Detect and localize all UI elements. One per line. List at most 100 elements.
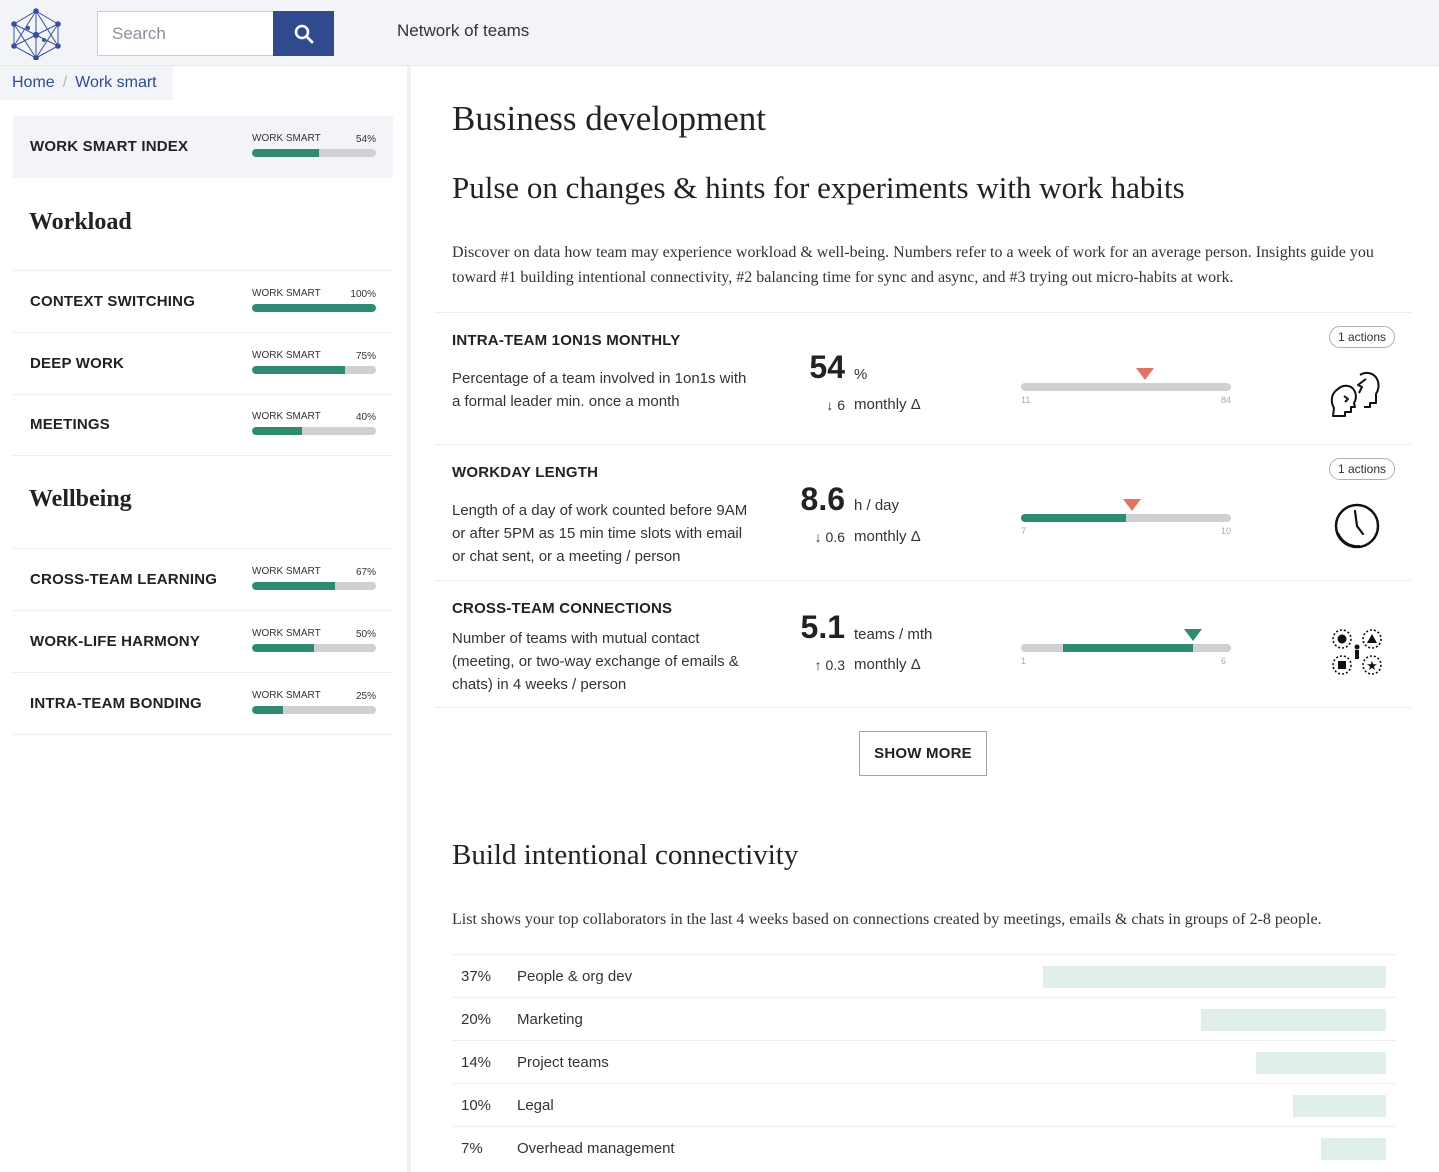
range-max: 84 — [1221, 395, 1232, 405]
work-smart-tag: WORK SMART — [252, 628, 321, 639]
collaborator-name: People & org dev — [517, 968, 633, 985]
card-description: Number of teams with mutual contact (mee… — [452, 630, 739, 693]
sidebar-item-label: WORK-LIFE HARMONY — [30, 633, 201, 650]
breadcrumb: Home / Work smart — [0, 66, 173, 100]
collaborator-row[interactable]: 14% Project teams — [452, 1040, 1396, 1083]
work-smart-percent: 50% — [355, 629, 376, 640]
work-smart-tag: WORK SMART — [252, 690, 321, 701]
work-smart-bar — [252, 644, 376, 652]
range-max: 10 — [1221, 526, 1232, 536]
metric-card-cross-team-connections[interactable]: CROSS-TEAM CONNECTIONS Number of teams w… — [435, 580, 1412, 708]
sidebar-item-label: CROSS-TEAM LEARNING — [30, 571, 218, 588]
collaborator-name: Legal — [517, 1097, 554, 1114]
sidebar-item-label: WORK SMART INDEX — [30, 138, 189, 155]
breadcrumb-current[interactable]: Work smart — [75, 74, 157, 91]
team-connections-icon: ★ — [1332, 629, 1382, 675]
card-delta: ↑ 0.3 — [814, 657, 845, 673]
card-delta: ↓ 6 — [826, 397, 845, 413]
collaborator-name: Marketing — [517, 1011, 583, 1028]
range-track — [1021, 644, 1231, 652]
sidebar-item-deep-work[interactable]: DEEP WORK WORK SMART 75% — [13, 333, 393, 395]
metric-card-workday-length[interactable]: WORKDAY LENGTH 1 actions Length of a day… — [435, 444, 1412, 580]
work-smart-bar-fill — [252, 427, 302, 435]
card-title: WORKDAY LENGTH — [452, 464, 599, 481]
card-delta: ↓ 0.6 — [814, 529, 845, 545]
collaborator-share-bar — [1293, 1095, 1386, 1117]
collaborator-share-bar — [1256, 1052, 1386, 1074]
network-logo-icon[interactable] — [8, 8, 64, 60]
work-smart-percent: 54% — [355, 134, 376, 145]
range-max: 6 — [1221, 656, 1227, 666]
main-content: Business development Pulse on changes & … — [415, 66, 1439, 1172]
sidebar-item-work-life-harmony[interactable]: WORK-LIFE HARMONY WORK SMART 50% — [13, 611, 393, 673]
range-min: 1 — [1021, 656, 1027, 666]
svg-text:★: ★ — [1366, 659, 1378, 674]
sidebar-item-label: DEEP WORK — [30, 355, 125, 372]
collaborator-row[interactable]: 7% Overhead management — [452, 1126, 1396, 1169]
card-description: Percentage of a team involved in 1on1s w… — [452, 370, 747, 410]
work-smart-bar — [252, 582, 376, 590]
pulse-title: Pulse on changes & hints for experiments… — [452, 170, 1185, 205]
work-smart-bar — [252, 366, 376, 374]
work-smart-bar-fill — [252, 706, 283, 714]
sidebar-item-meetings[interactable]: MEETINGS WORK SMART 40% — [13, 394, 393, 456]
actions-badge[interactable]: 1 actions — [1328, 458, 1395, 480]
card-unit: teams / mth — [854, 626, 933, 643]
range-min: 11 — [1021, 395, 1031, 405]
work-smart-bar — [252, 304, 376, 312]
card-delta-label: monthly Δ — [854, 396, 921, 413]
top-bar: Network of teams — [0, 0, 1439, 66]
work-smart-bar-fill — [252, 304, 376, 312]
work-smart-tag: WORK SMART — [252, 566, 321, 577]
card-delta-label: monthly Δ — [854, 528, 921, 545]
range-fill — [1063, 644, 1194, 652]
work-smart-bar-fill — [252, 149, 319, 157]
collaborator-percent: 14% — [461, 1054, 492, 1071]
people-talking-icon — [1330, 371, 1380, 417]
work-smart-tag: WORK SMART — [252, 411, 321, 422]
collaborator-share-bar — [1200, 1009, 1386, 1031]
work-smart-tag: WORK SMART — [252, 288, 321, 299]
search-icon — [294, 24, 313, 43]
collaborator-percent: 10% — [461, 1097, 492, 1114]
metric-card-intra-team-1on1s[interactable]: INTRA-TEAM 1ON1S MONTHLY 1 actions Perce… — [435, 312, 1412, 444]
current-value-marker — [1123, 499, 1142, 511]
network-of-teams-link[interactable]: Network of teams — [397, 21, 530, 40]
card-delta-label: monthly Δ — [854, 656, 921, 673]
show-more-button[interactable]: SHOW MORE — [859, 731, 987, 776]
range-min: 7 — [1021, 526, 1027, 536]
wellbeing-heading: Wellbeing — [29, 486, 132, 512]
clock-icon — [1334, 503, 1380, 549]
breadcrumb-separator: / — [62, 74, 68, 91]
work-smart-percent: 40% — [355, 412, 376, 423]
sidebar: Home / Work smart WORK SMART INDEX WORK … — [0, 66, 411, 1172]
sidebar-item-label: INTRA-TEAM BONDING — [30, 695, 202, 712]
work-smart-percent: 25% — [355, 691, 376, 702]
collaborator-row[interactable]: 10% Legal — [452, 1083, 1396, 1126]
collaborator-percent: 37% — [461, 968, 492, 985]
sidebar-item-cross-team-learning[interactable]: CROSS-TEAM LEARNING WORK SMART 67% — [13, 549, 393, 611]
collaborator-row[interactable]: 37% People & org dev — [452, 954, 1396, 997]
sidebar-item-context-switching[interactable]: CONTEXT SWITCHING WORK SMART 100% — [13, 271, 393, 333]
sidebar-item-work-smart-index[interactable]: WORK SMART INDEX WORK SMART 54% — [13, 116, 393, 178]
card-unit: % — [854, 366, 868, 383]
search-input[interactable] — [97, 11, 273, 56]
collaborator-percent: 20% — [461, 1011, 492, 1028]
card-title: CROSS-TEAM CONNECTIONS — [452, 600, 673, 617]
collaborator-name: Project teams — [517, 1054, 609, 1071]
search-button[interactable] — [273, 11, 334, 56]
page-title: Business development — [452, 99, 766, 138]
work-smart-tag: WORK SMART — [252, 350, 321, 361]
collaborator-row[interactable]: 20% Marketing — [452, 997, 1396, 1040]
actions-badge[interactable]: 1 actions — [1328, 326, 1395, 348]
work-smart-bar-fill — [252, 582, 336, 590]
work-smart-percent: 100% — [350, 289, 376, 300]
breadcrumb-home[interactable]: Home — [12, 74, 55, 91]
connectivity-intro: List shows your top collaborators in the… — [452, 911, 1322, 928]
pulse-intro: Discover on data how team may experience… — [452, 244, 1374, 286]
work-smart-percent: 67% — [355, 567, 376, 578]
card-description: Length of a day of work counted before 9… — [452, 502, 748, 565]
range-track — [1021, 514, 1231, 522]
work-smart-bar — [252, 706, 376, 714]
sidebar-item-intra-team-bonding[interactable]: INTRA-TEAM BONDING WORK SMART 25% — [13, 673, 393, 735]
